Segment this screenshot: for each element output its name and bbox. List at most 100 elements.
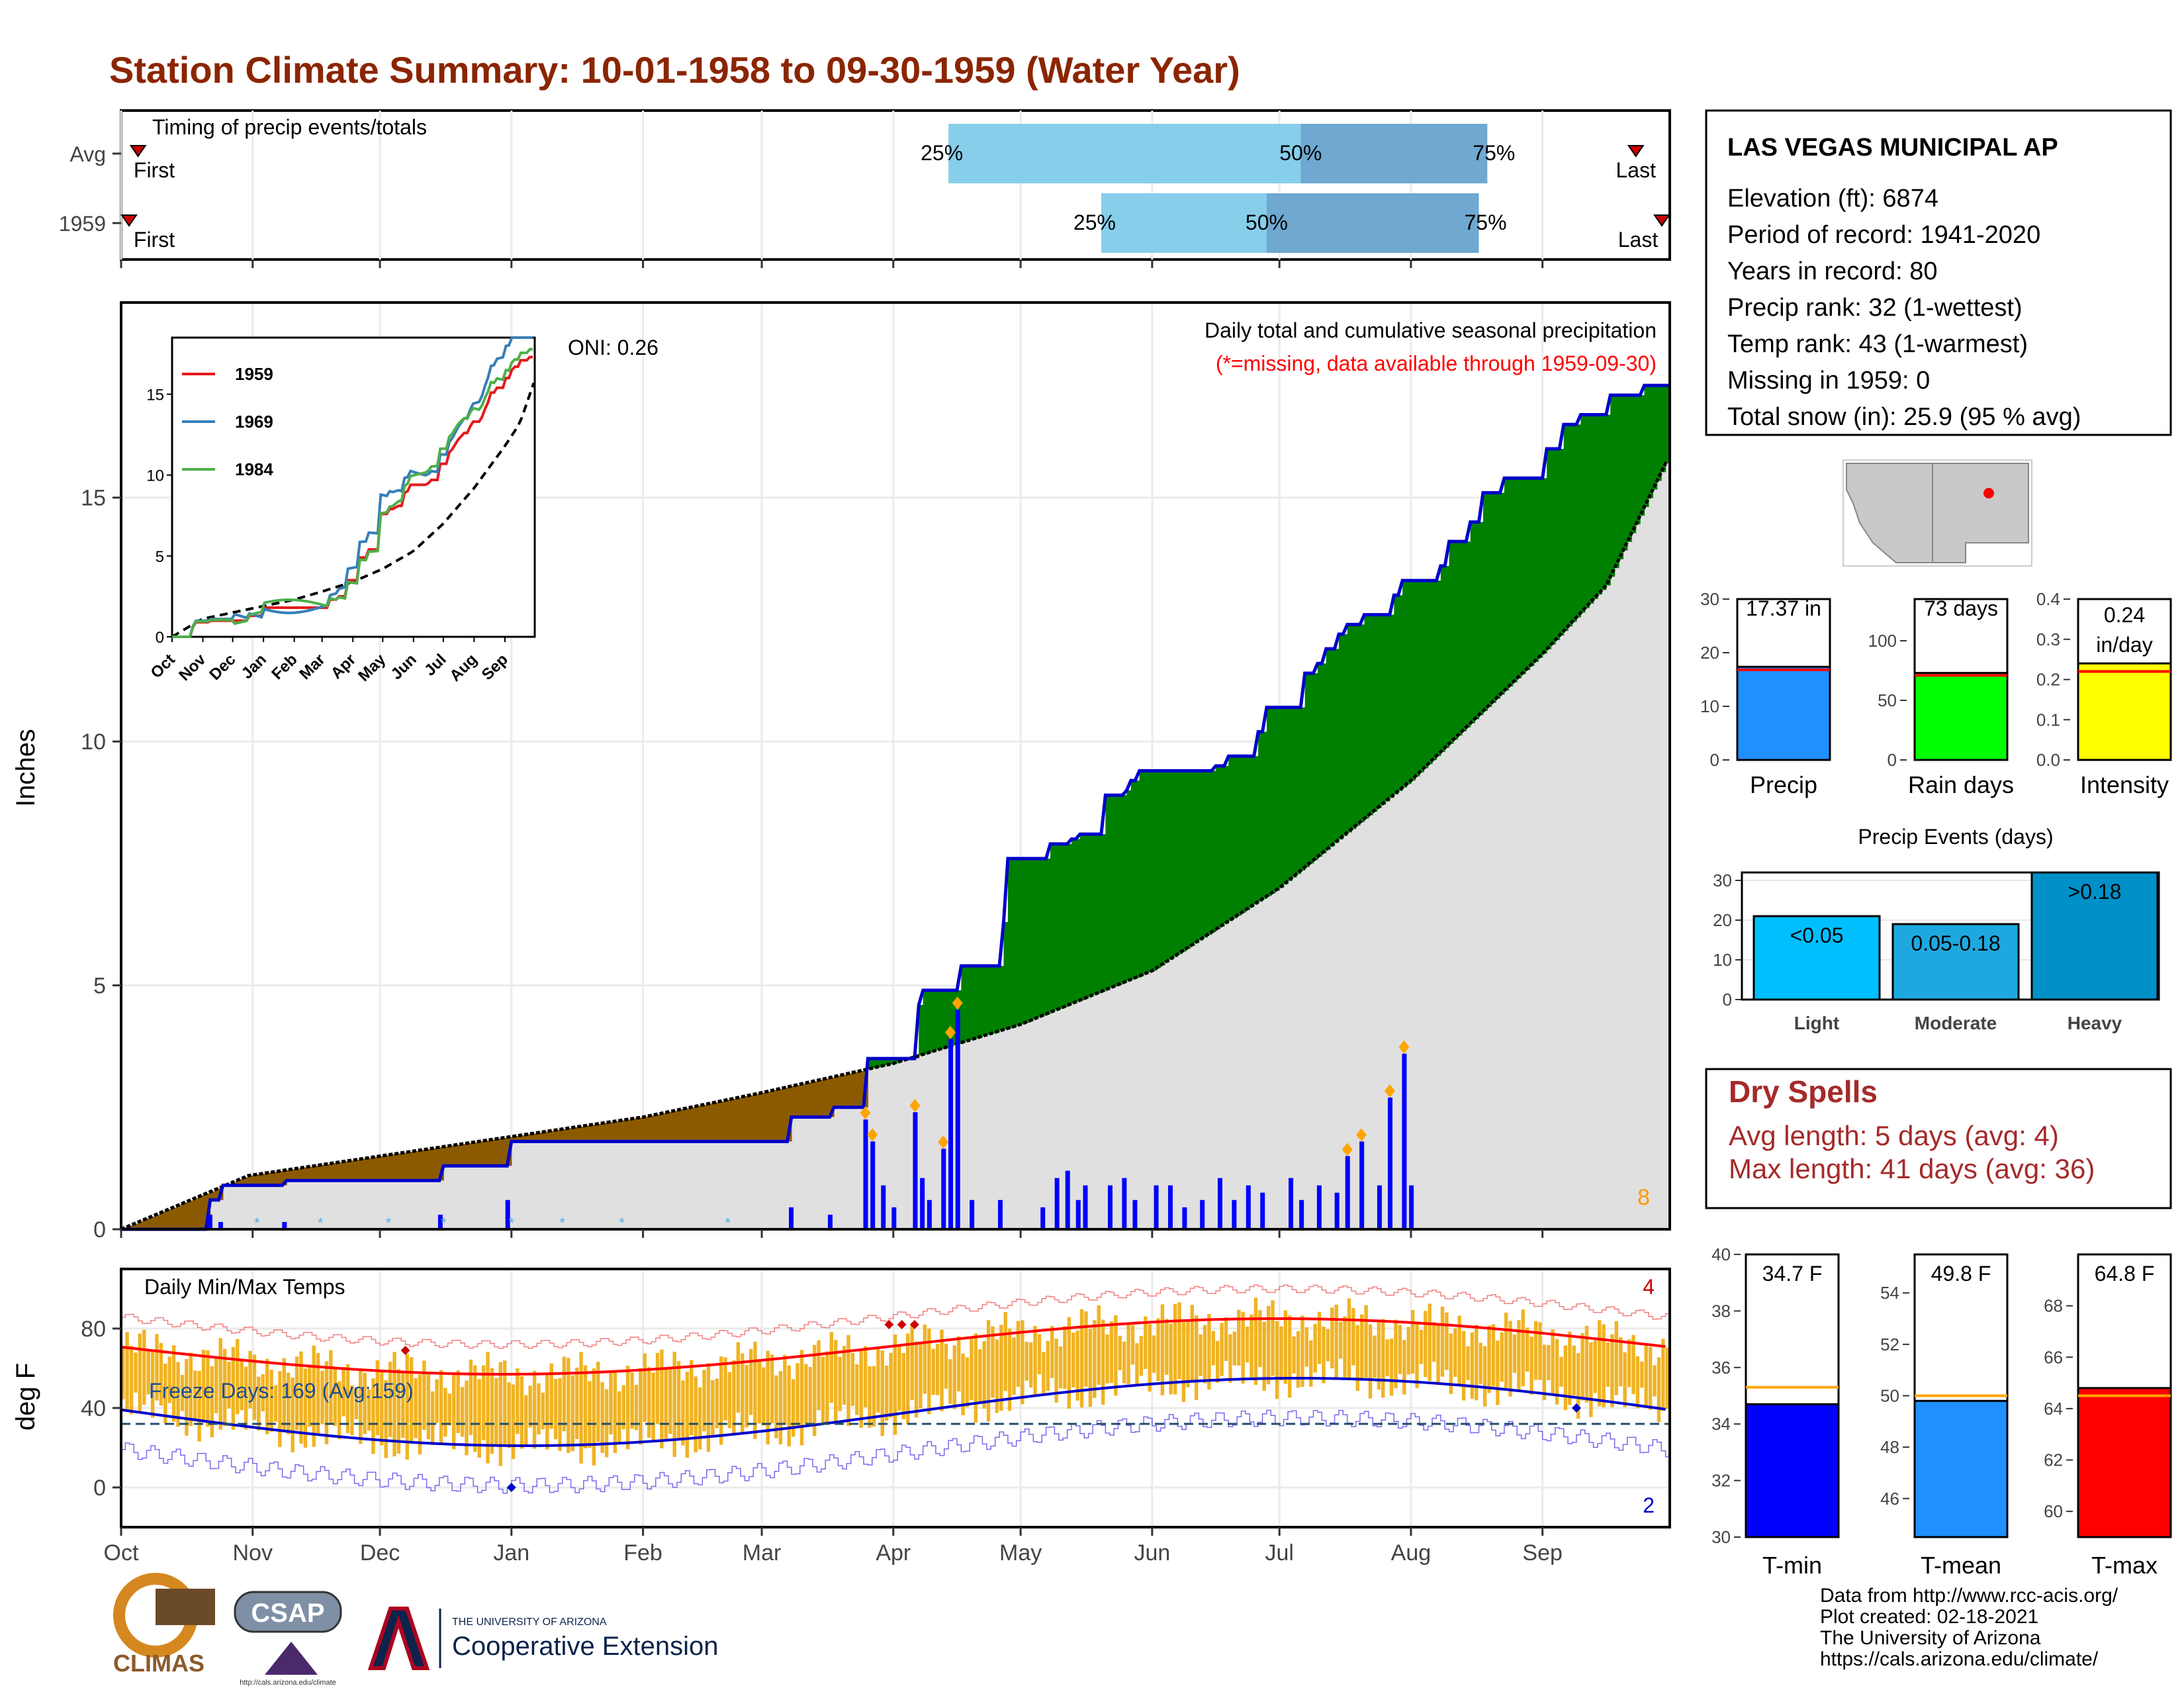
deficit-area	[494, 1139, 500, 1166]
surplus-area	[1355, 624, 1361, 826]
heavy-event-marker	[952, 996, 963, 1010]
daily-temp-range-bar	[537, 1383, 541, 1434]
daily-precip-bar	[1246, 1185, 1251, 1229]
timing-q25-label: 25%	[921, 141, 963, 165]
deficit-area	[596, 1123, 602, 1142]
summary-bar-tick-label: 40	[1711, 1244, 1731, 1264]
deficit-area	[443, 1147, 449, 1166]
deficit-area	[134, 1223, 139, 1229]
deficit-area	[129, 1225, 134, 1229]
deficit-area	[757, 1094, 762, 1142]
daily-temp-range-bar	[1610, 1334, 1614, 1407]
deficit-area	[647, 1116, 652, 1142]
deficit-area	[711, 1103, 716, 1142]
surplus-area	[1525, 478, 1531, 671]
deficit-area	[537, 1133, 542, 1142]
surplus-area	[986, 966, 991, 1035]
deficit-area	[502, 1137, 508, 1166]
surplus-area	[1580, 414, 1586, 613]
deficit-area	[753, 1094, 758, 1142]
precip-event-bar-label: >0.18	[2068, 880, 2122, 904]
daily-temp-range-bar	[1058, 1346, 1063, 1389]
daily-temp-range-bar	[193, 1370, 197, 1421]
daily-temp-range-bar	[1377, 1320, 1381, 1390]
surplus-area	[1410, 581, 1416, 781]
surplus-area	[1211, 771, 1216, 933]
surplus-area	[1602, 414, 1607, 590]
deficit-area	[846, 1074, 852, 1107]
daily-precip-bar	[1167, 1185, 1173, 1229]
surplus-area	[923, 990, 928, 1055]
daily-temp-range-bar	[329, 1350, 333, 1423]
deficit-area	[329, 1163, 334, 1181]
daily-temp-range-bar	[494, 1378, 498, 1446]
deficit-area	[778, 1088, 784, 1142]
temp-bar-value: 34.7 F	[1762, 1262, 1823, 1286]
temp-panel: Daily Min/Max Temps Freeze Days: 169 (Av…	[11, 259, 1671, 1566]
daily-temp-range-bar	[1440, 1306, 1445, 1377]
daily-temp-range-bar	[1627, 1339, 1631, 1387]
deficit-area	[570, 1127, 576, 1142]
summary-bar-tick-label: 0.2	[2036, 670, 2060, 690]
daily-temp-range-bar	[502, 1360, 507, 1445]
surplus-area	[1623, 395, 1628, 551]
daily-temp-range-bar	[1648, 1346, 1653, 1410]
daily-temp-range-bar	[1665, 1348, 1669, 1409]
summary-bar-tick-label: 54	[1880, 1283, 1899, 1303]
snow-marker: *	[441, 1215, 447, 1231]
deficit-area	[562, 1129, 567, 1142]
daily-temp-range-bar	[1334, 1304, 1338, 1380]
deficit-area	[324, 1164, 330, 1181]
daily-temp-range-bar	[1598, 1320, 1602, 1407]
daily-precip-bar	[1359, 1141, 1365, 1229]
surplus-area	[1033, 859, 1038, 1019]
heavy-event-marker	[1398, 1040, 1410, 1054]
surplus-area	[1338, 634, 1343, 840]
daily-temp-range-bar	[863, 1346, 868, 1407]
deficit-area	[363, 1158, 368, 1181]
snow-marker: *	[559, 1215, 565, 1231]
timing-bar-25-50	[1101, 193, 1267, 253]
deficit-area	[567, 1128, 572, 1142]
precip-event-bar	[1752, 915, 1881, 1001]
surplus-area	[1351, 624, 1357, 829]
daily-temp-range-bar	[1619, 1337, 1623, 1387]
deficit-area	[825, 1078, 831, 1117]
station-info-frame	[1705, 109, 2172, 436]
record-day-marker	[884, 1320, 894, 1329]
surplus-area	[1368, 614, 1373, 816]
surplus-area	[965, 966, 970, 1042]
daily-temp-range-bar	[549, 1363, 553, 1429]
daily-temp-range-bar	[291, 1378, 295, 1452]
summary-bar-tick-label: 60	[2044, 1501, 2063, 1521]
daily-precip-bar	[1107, 1185, 1113, 1229]
deficit-area	[812, 1081, 817, 1117]
month-label: May	[999, 1540, 1042, 1566]
daily-temp-range-bar	[1551, 1329, 1555, 1395]
summary-bar-tick-label: 50	[1878, 690, 1897, 710]
daily-temp-range-bar	[498, 1362, 502, 1466]
surplus-area	[1266, 707, 1271, 896]
daily-temp-range-bar	[1661, 1338, 1665, 1411]
daily-temp-range-bar	[1419, 1330, 1424, 1364]
deficit-area	[715, 1102, 720, 1142]
csap-cloud-icon	[234, 1591, 342, 1633]
surplus-area	[1220, 766, 1225, 927]
surplus-area	[1003, 921, 1009, 1030]
daily-temp-range-bar	[1402, 1340, 1406, 1395]
inset-y-tick-label: 10	[146, 467, 164, 485]
daily-temp-range-bar	[1313, 1323, 1317, 1373]
inset-legend-label: 1969	[235, 412, 273, 432]
surplus-area	[1445, 565, 1450, 748]
daily-temp-range-bar	[384, 1380, 388, 1458]
heavy-event-marker	[1342, 1143, 1353, 1156]
temp-y-tick-label: 40	[81, 1396, 106, 1421]
daily-temp-range-bar	[333, 1368, 337, 1427]
avg-cumulative-line	[120, 461, 1670, 1231]
daily-temp-range-bar	[1079, 1309, 1084, 1408]
deficit-area	[685, 1108, 690, 1142]
snow-marker: *	[254, 1215, 260, 1231]
precip-event-bar	[2030, 871, 2159, 1001]
surplus-area	[1343, 634, 1348, 836]
deficit-area	[604, 1123, 610, 1142]
